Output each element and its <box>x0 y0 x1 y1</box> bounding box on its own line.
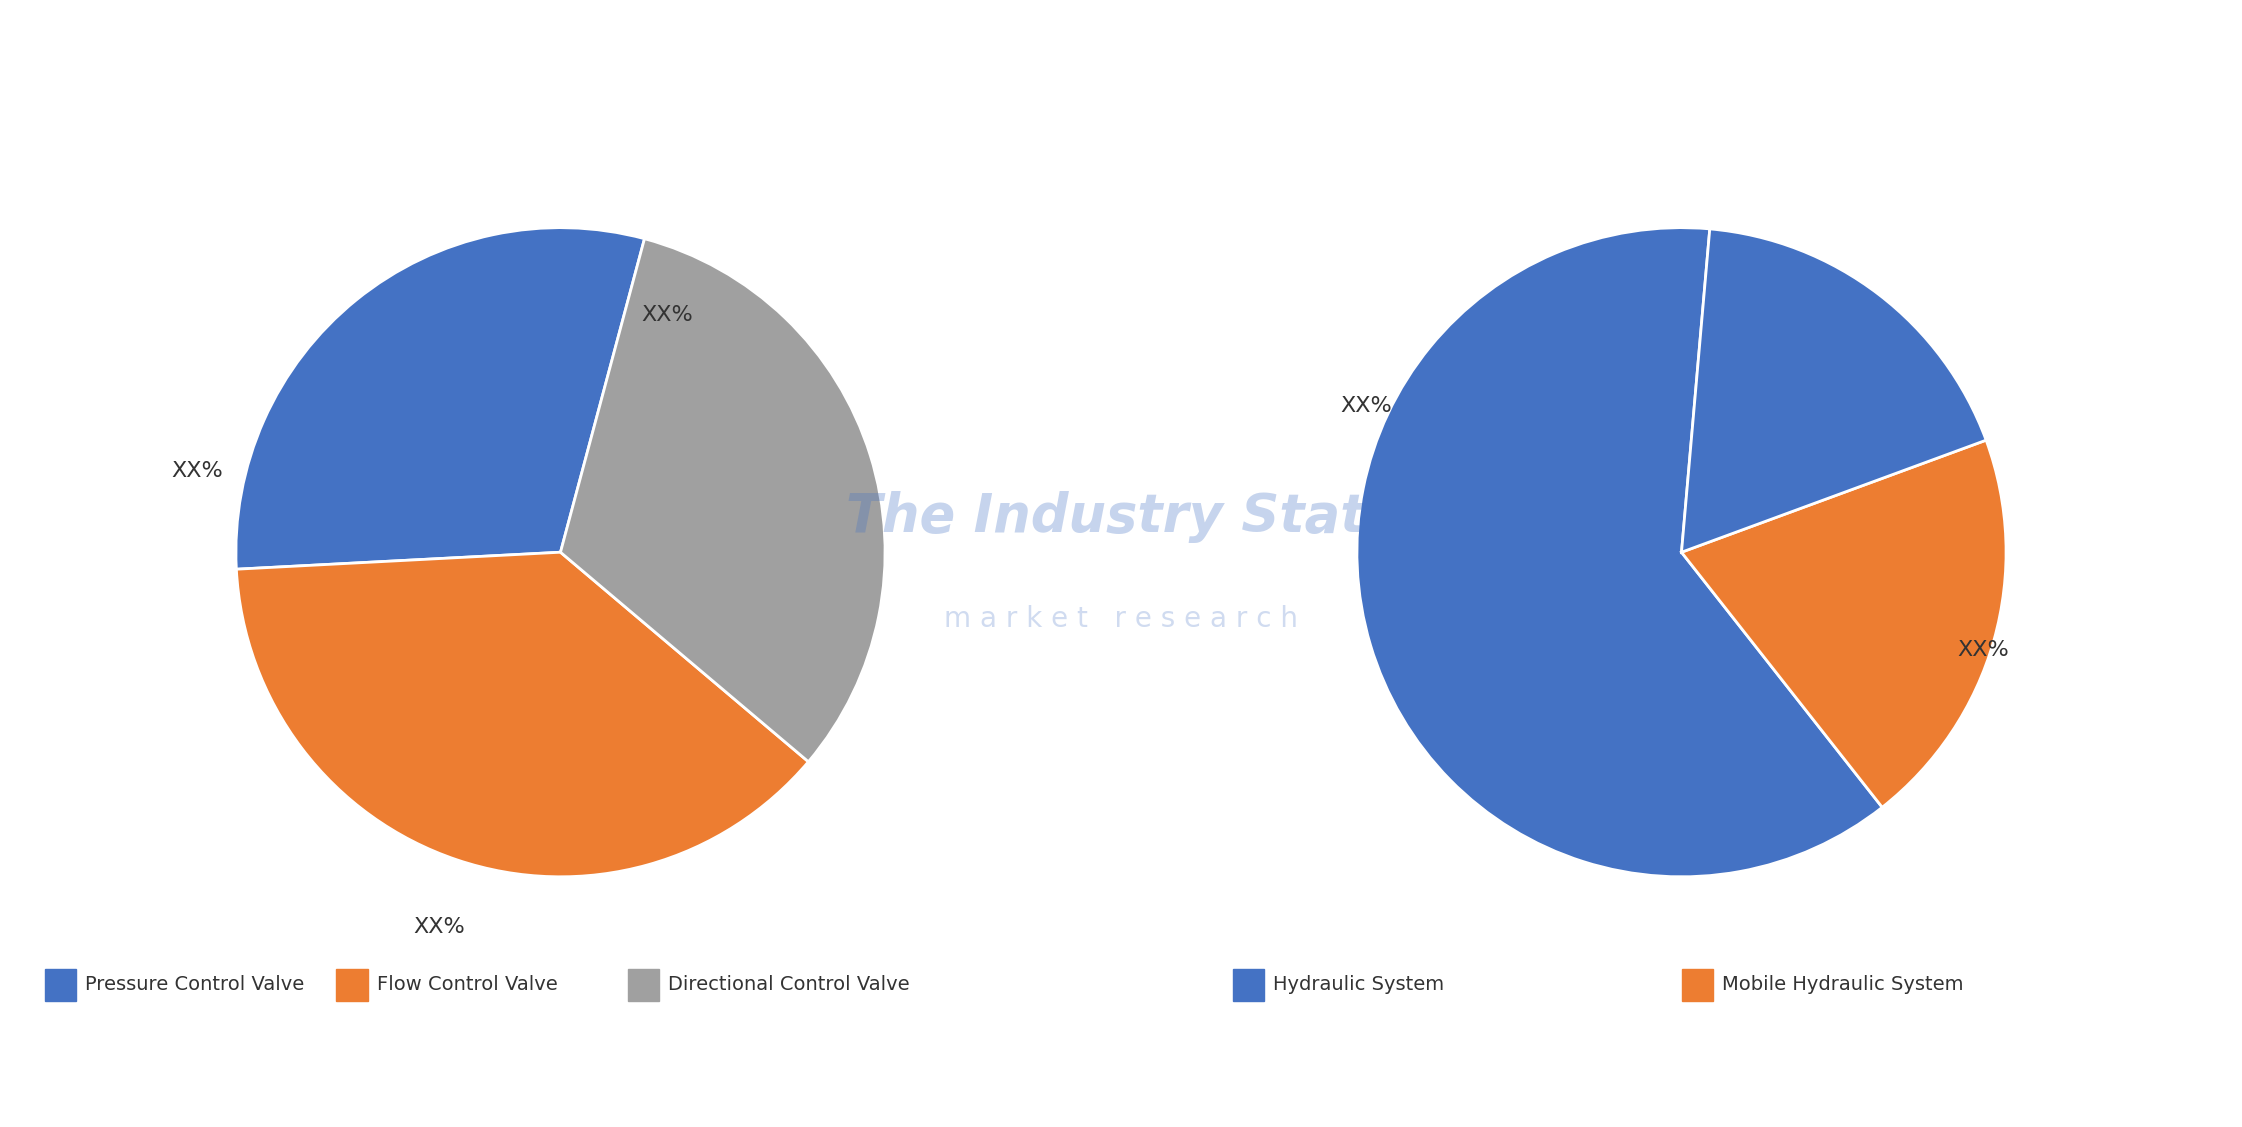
Text: Pressure Control Valve: Pressure Control Valve <box>85 976 305 994</box>
Text: XX%: XX% <box>1341 397 1392 416</box>
Wedge shape <box>235 228 643 569</box>
Text: XX%: XX% <box>1957 640 2009 659</box>
Text: Source: Theindustrystats Analysis: Source: Theindustrystats Analysis <box>45 1079 390 1097</box>
Text: XX%: XX% <box>413 917 464 938</box>
Bar <box>45 969 76 1001</box>
Bar <box>1682 969 1713 1001</box>
Text: XX%: XX% <box>170 461 222 481</box>
Wedge shape <box>560 239 886 762</box>
Text: Mobile Hydraulic System: Mobile Hydraulic System <box>1722 976 1964 994</box>
Wedge shape <box>235 552 809 877</box>
Bar <box>628 969 659 1001</box>
Wedge shape <box>1682 441 2007 807</box>
Text: Fig. Global Proportional Solenoid Valve Market Share by Product Types & Applicat: Fig. Global Proportional Solenoid Valve … <box>45 54 1379 81</box>
Bar <box>1233 969 1264 1001</box>
Text: The Industry Stats: The Industry Stats <box>845 491 1397 543</box>
Text: XX%: XX% <box>641 305 693 325</box>
Text: Website: www.theindustrystats.com: Website: www.theindustrystats.com <box>1829 1079 2197 1097</box>
Text: m a r k e t   r e s e a r c h: m a r k e t r e s e a r c h <box>944 605 1298 632</box>
Text: Directional Control Valve: Directional Control Valve <box>668 976 910 994</box>
Wedge shape <box>1356 228 1883 877</box>
Text: Hydraulic System: Hydraulic System <box>1273 976 1444 994</box>
Bar <box>336 969 368 1001</box>
Wedge shape <box>1682 229 1986 552</box>
Text: Email: sales@theindustrystats.com: Email: sales@theindustrystats.com <box>944 1079 1298 1097</box>
Text: Flow Control Valve: Flow Control Valve <box>377 976 558 994</box>
